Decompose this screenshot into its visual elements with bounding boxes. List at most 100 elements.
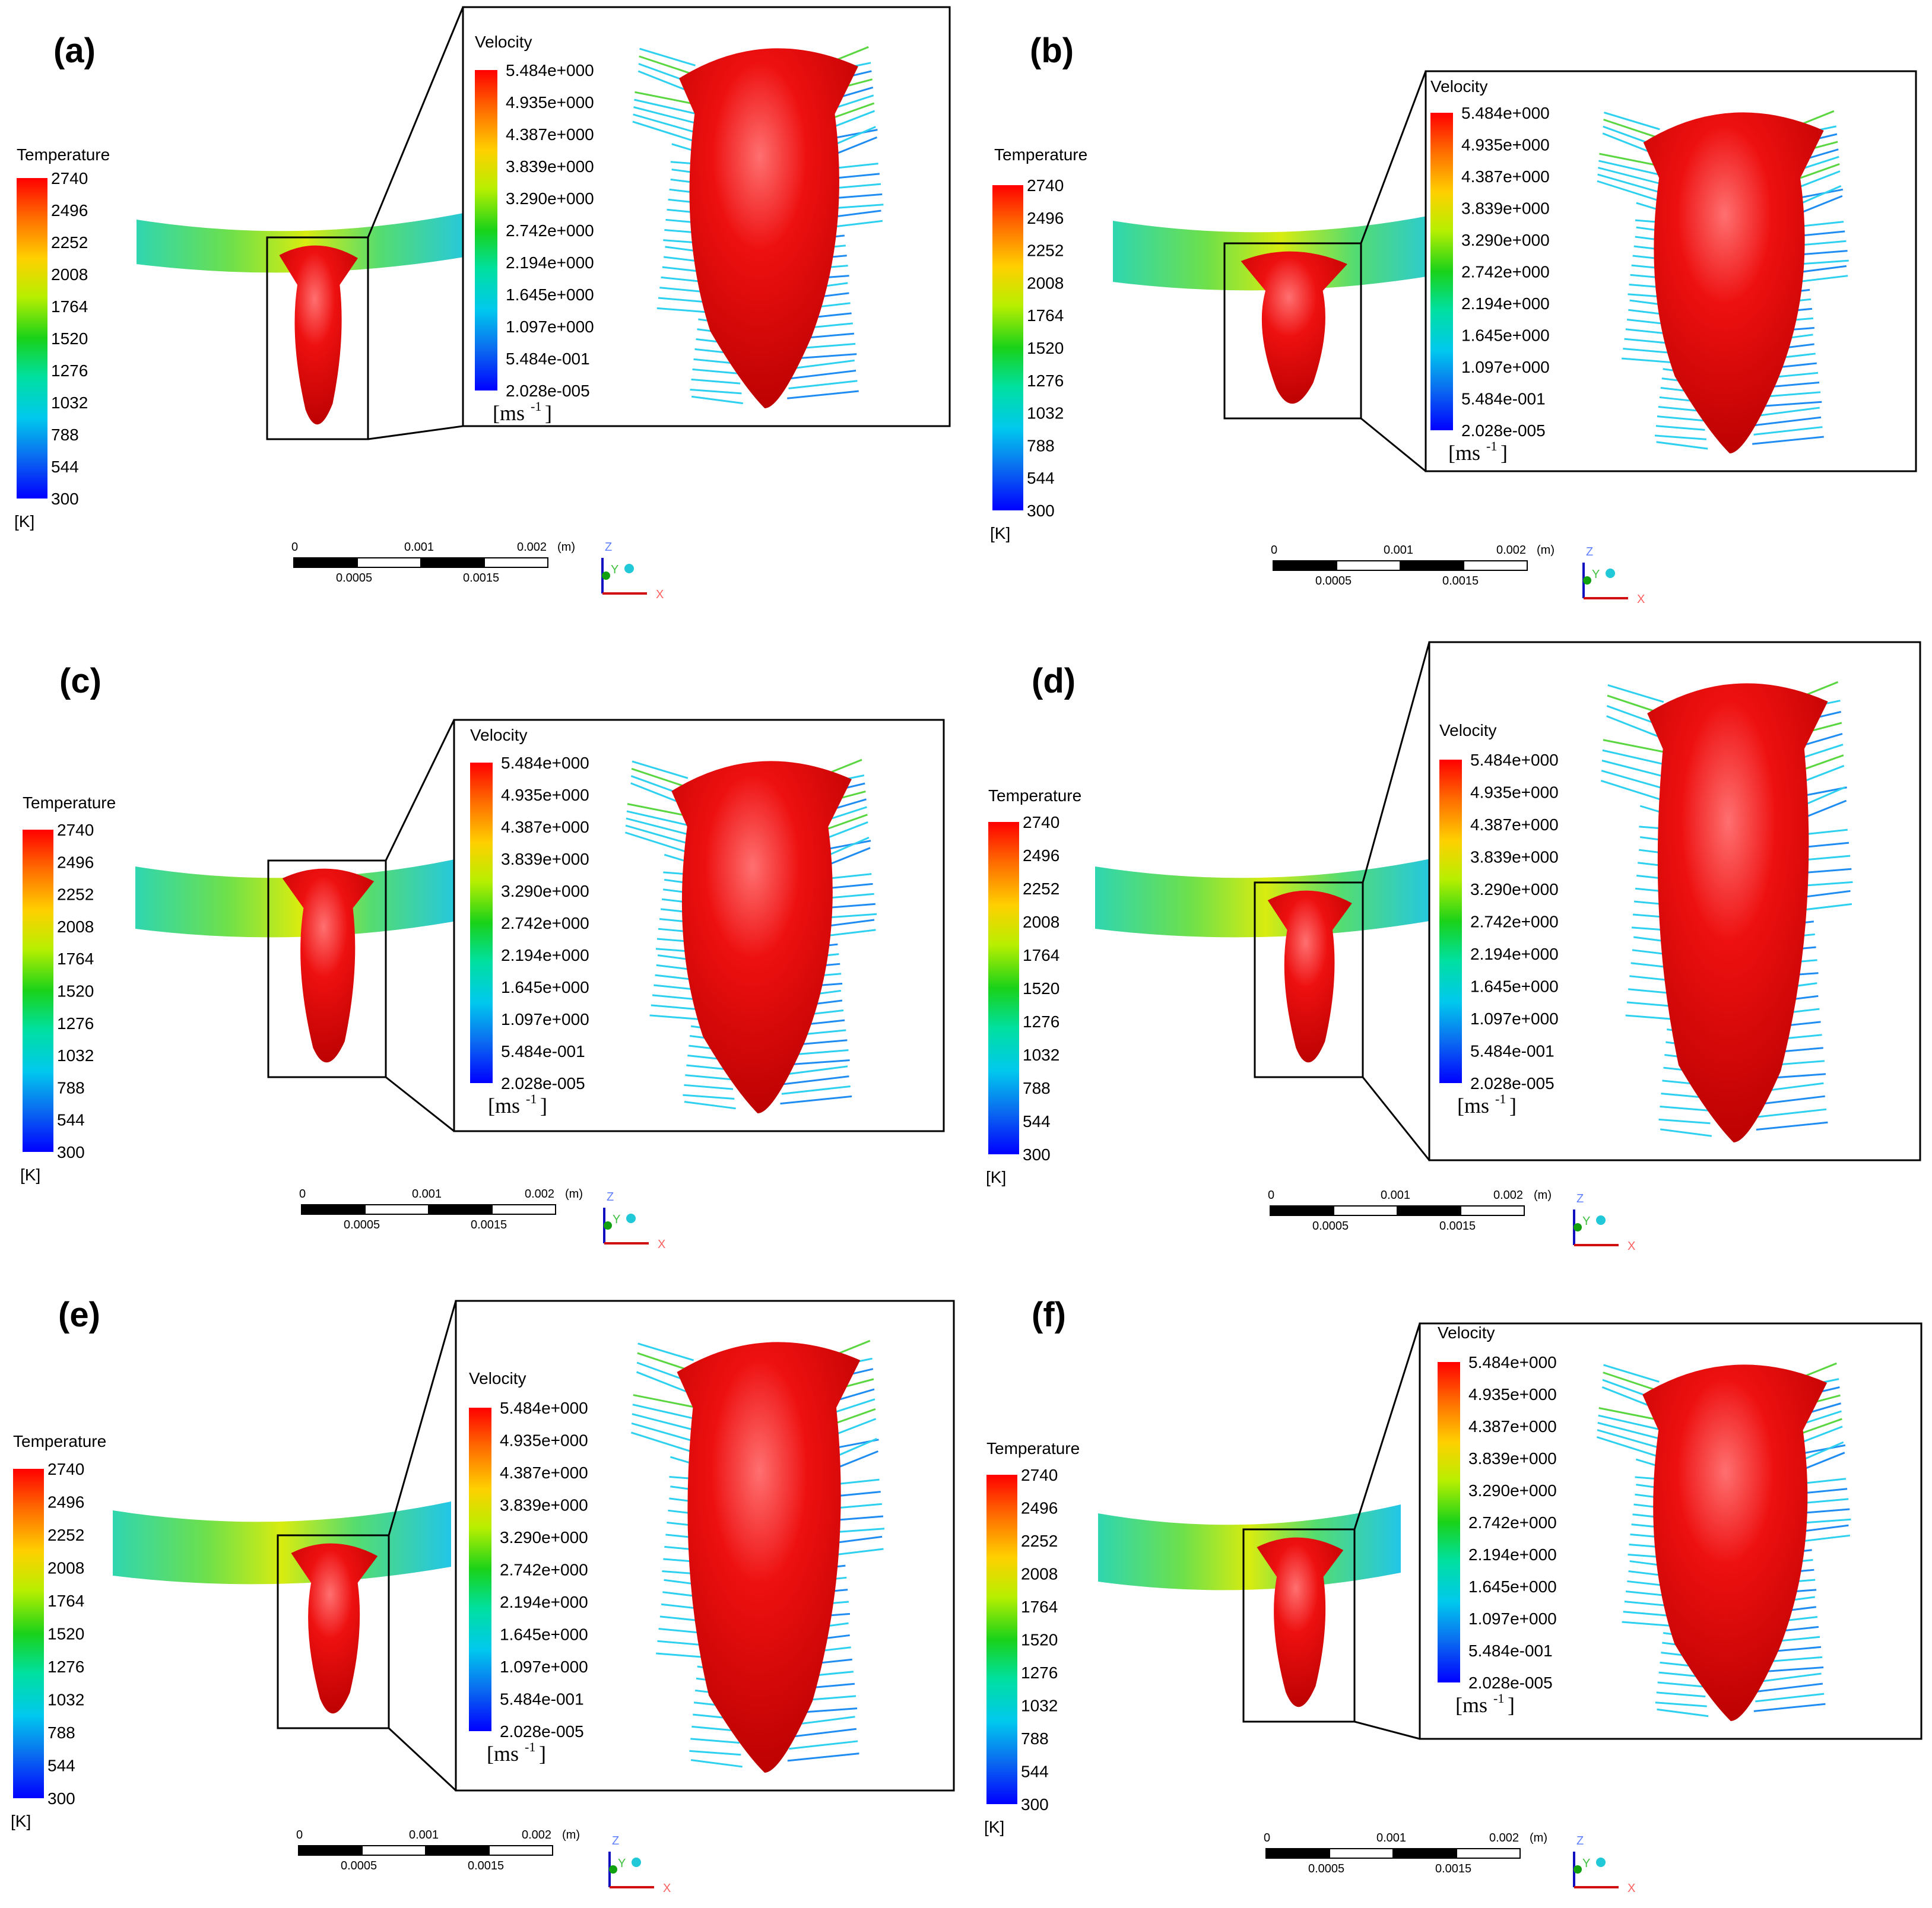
keyhole-body	[1267, 890, 1352, 1063]
velocity-tick-label: 1.645e+000	[501, 978, 589, 996]
scale-bar-segment	[361, 1845, 426, 1856]
temperature-colorbar	[992, 185, 1023, 510]
velocity-legend-title: Velocity	[1430, 77, 1488, 96]
scale-label-1: 0.001	[1376, 1831, 1406, 1844]
temperature-tick-label: 300	[47, 1789, 75, 1808]
velocity-arrow	[632, 760, 689, 779]
y-axis-marker	[604, 1221, 612, 1230]
temperature-legend-title: Temperature	[23, 793, 116, 812]
velocity-arrow	[791, 1716, 855, 1726]
scale-label-bottom-1: 0.0015	[463, 572, 499, 585]
velocity-arrow	[1756, 1121, 1828, 1131]
velocity-arrow	[1752, 436, 1824, 445]
temperature-tick-label: 1032	[1021, 1697, 1058, 1715]
scale-label-0: 0	[296, 1828, 303, 1842]
velocity-tick-label: 3.839e+000	[1461, 199, 1550, 218]
velocity-arrow	[633, 1394, 700, 1409]
scale-label-2: 0.002	[517, 541, 547, 554]
velocity-arrow	[1757, 1108, 1827, 1118]
scale-bar-segment	[1460, 1205, 1525, 1216]
keyhole-body	[282, 868, 375, 1063]
zoom-connector	[1353, 1323, 1421, 1530]
keyhole-body	[1257, 1537, 1344, 1707]
scale-bar: 0 0.001 0.002 (m) 0.0005 0.0015	[1264, 1831, 1547, 1875]
temperature-tick-label: 1520	[47, 1625, 84, 1643]
temperature-legend: Temperature 2740 2496 2252 2008 1764 1520 1276 1…	[986, 786, 1081, 1186]
velocity-arrow	[685, 1074, 732, 1081]
view-marker	[624, 564, 634, 573]
velocity-arrow	[827, 758, 862, 774]
velocity-tick-label: 4.935e+000	[500, 1431, 588, 1450]
velocity-unit: [ms	[488, 1094, 520, 1118]
axis-triad: ZY X	[1582, 545, 1645, 606]
velocity-tick-label: 3.290e+000	[506, 189, 594, 208]
velocity-arrow	[787, 390, 859, 399]
velocity-tick-label: 4.935e+000	[1461, 136, 1550, 154]
velocity-arrow	[637, 1342, 694, 1361]
y-axis-marker	[1583, 576, 1591, 585]
z-axis-label: Z	[1576, 1192, 1584, 1205]
velocity-tick-label: 5.484e-001	[1468, 1642, 1553, 1660]
velocity-unit-exponent: -1	[531, 399, 541, 414]
zoom-connector	[1354, 1720, 1420, 1740]
temperature-tick-label: 1276	[1027, 372, 1064, 390]
scale-label-2: 0.002	[522, 1828, 551, 1842]
velocity-tick-label: 1.645e+000	[1461, 326, 1550, 345]
velocity-arrow	[781, 1085, 851, 1095]
temperature-unit: [K]	[14, 512, 34, 531]
velocity-arrow	[639, 55, 697, 77]
view-marker	[1596, 1215, 1606, 1225]
velocity-arrow	[684, 1084, 734, 1090]
scale-bar-segment	[1329, 1848, 1394, 1859]
scale-label-bottom-0: 0.0005	[336, 572, 372, 585]
temperature-legend: Temperature 2740 2496 2252 2008 1764 1520 1276 1…	[990, 145, 1087, 542]
velocity-legend-title: Velocity	[1438, 1323, 1495, 1342]
velocity-tick-label: 2.742e+000	[501, 914, 589, 932]
velocity-tick-label: 1.097e+000	[500, 1658, 588, 1676]
velocity-tick-label: 5.484e-001	[500, 1690, 584, 1709]
velocity-tick-label: 2.028e-005	[501, 1074, 585, 1093]
x-axis-label: X	[1628, 1882, 1635, 1895]
velocity-tick-label: 5.484e-001	[1470, 1042, 1555, 1061]
velocity-arrow	[1800, 110, 1835, 126]
velocity-tick-label: 3.839e+000	[1468, 1449, 1557, 1468]
x-axis-label: X	[1637, 593, 1645, 606]
temperature-tick-label: 2252	[1027, 242, 1064, 260]
inset-box	[1223, 242, 1362, 420]
velocity-arrow	[1603, 119, 1662, 140]
z-axis-label: Z	[1576, 1834, 1584, 1847]
velocity-colorbar	[470, 763, 493, 1083]
velocity-legend: Velocity 5.484e+000 4.935e+000 4.387e+000 3.…	[469, 1369, 588, 1766]
panel-label: (a)	[53, 31, 96, 70]
temperature-tick-label: 2496	[51, 201, 88, 220]
velocity-tick-label: 2.742e+000	[1461, 263, 1550, 281]
velocity-unit-close: ]	[539, 1742, 546, 1766]
velocity-arrow	[791, 359, 855, 370]
temperature-tick-label: 2740	[57, 821, 94, 839]
velocity-tick-label: 5.484e+000	[1468, 1353, 1557, 1372]
velocity-arrow	[690, 1738, 740, 1744]
temperature-tick-label: 1764	[51, 297, 88, 316]
velocity-unit-close: ]	[545, 401, 552, 425]
view-marker	[632, 1858, 641, 1867]
temperature-legend-title: Temperature	[17, 145, 110, 164]
velocity-arrow	[639, 47, 696, 66]
velocity-tick-label: 3.290e+000	[501, 882, 589, 900]
velocity-tick-label: 2.028e-005	[1470, 1074, 1555, 1093]
velocity-arrow	[1759, 1095, 1825, 1105]
velocity-tick-label: 1.097e+000	[501, 1010, 589, 1028]
velocity-arrow	[1804, 681, 1839, 697]
keyhole-body	[291, 1543, 378, 1714]
velocity-tick-label: 4.387e+000	[506, 125, 594, 144]
velocity-tick-label: 3.839e+000	[501, 850, 589, 868]
view-marker	[626, 1214, 636, 1223]
temperature-tick-label: 300	[1021, 1795, 1049, 1814]
velocity-legend-title: Velocity	[475, 33, 532, 51]
velocity-arrow	[1603, 739, 1670, 754]
velocity-tick-label: 1.097e+000	[1470, 1009, 1559, 1028]
temperature-tick-label: 300	[1023, 1145, 1051, 1164]
temperature-colorbar	[988, 822, 1019, 1154]
velocity-legend: Velocity 5.484e+000 4.935e+000 4.387e+000 3.…	[1430, 77, 1550, 465]
temperature-tick-label: 1032	[1027, 404, 1064, 423]
